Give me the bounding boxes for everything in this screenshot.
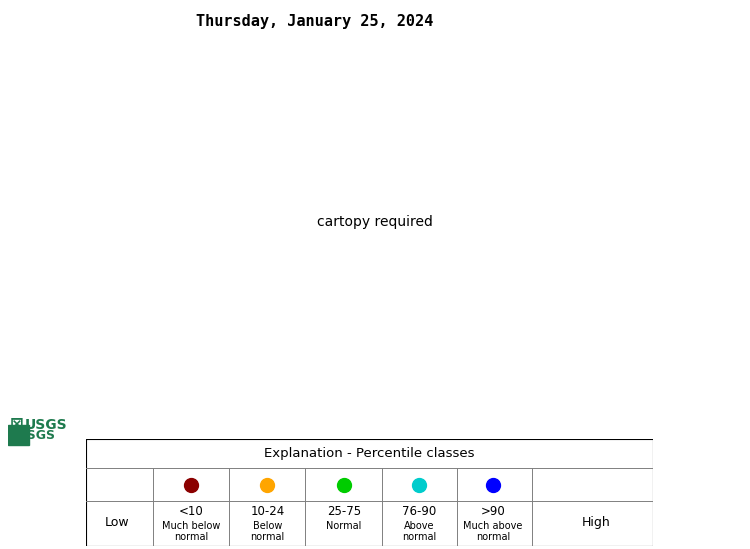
Text: 10-24: 10-24: [251, 505, 284, 518]
Text: Thursday, January 25, 2024: Thursday, January 25, 2024: [196, 14, 434, 29]
Text: 76-90: 76-90: [402, 505, 436, 518]
Text: Low: Low: [105, 516, 130, 529]
Text: Above
normal: Above normal: [402, 520, 436, 542]
Text: Much above
normal: Much above normal: [464, 520, 523, 542]
Text: Explanation - Percentile classes: Explanation - Percentile classes: [264, 447, 475, 460]
Text: >90: >90: [481, 505, 506, 518]
Text: USGS: USGS: [8, 429, 55, 441]
Text: 25-75: 25-75: [327, 505, 361, 518]
Text: <10: <10: [178, 505, 203, 518]
Text: USGS: USGS: [25, 418, 68, 432]
Text: Much below
normal: Much below normal: [162, 520, 220, 542]
Text: ⊠: ⊠: [10, 414, 24, 432]
Bar: [8, 425, 28, 445]
Text: High: High: [581, 516, 610, 529]
Text: cartopy required: cartopy required: [317, 215, 433, 229]
Text: Normal: Normal: [326, 520, 362, 530]
Text: Below
normal: Below normal: [251, 520, 284, 542]
